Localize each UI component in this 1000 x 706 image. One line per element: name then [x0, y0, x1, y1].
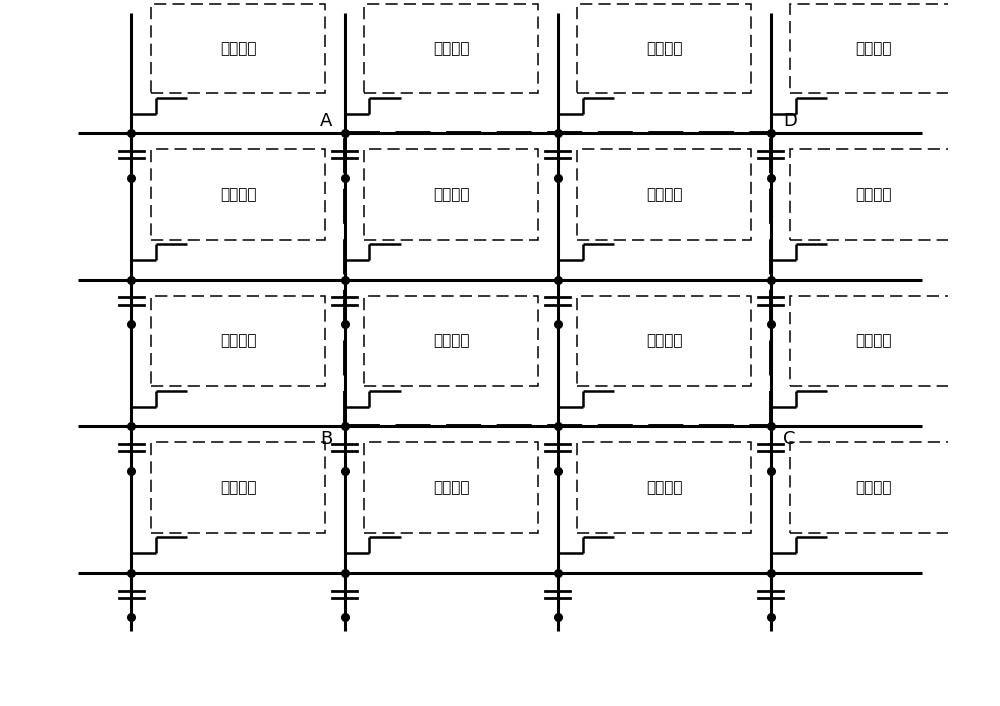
- Text: 像素电极: 像素电极: [646, 480, 683, 495]
- Text: 像素电极: 像素电极: [433, 333, 469, 349]
- Text: 像素电极: 像素电极: [646, 42, 683, 56]
- Text: A: A: [320, 112, 332, 130]
- Text: 像素电极: 像素电极: [220, 187, 256, 202]
- Text: 像素电极: 像素电极: [220, 480, 256, 495]
- Text: 像素电极: 像素电极: [856, 42, 892, 56]
- FancyBboxPatch shape: [577, 149, 751, 240]
- Text: B: B: [320, 430, 332, 448]
- FancyBboxPatch shape: [151, 442, 325, 533]
- FancyBboxPatch shape: [364, 296, 538, 386]
- Text: 像素电极: 像素电极: [433, 42, 469, 56]
- FancyBboxPatch shape: [790, 149, 957, 240]
- FancyBboxPatch shape: [790, 4, 957, 93]
- FancyBboxPatch shape: [364, 4, 538, 93]
- Text: 像素电极: 像素电极: [220, 333, 256, 349]
- Text: 像素电极: 像素电极: [856, 187, 892, 202]
- FancyBboxPatch shape: [577, 296, 751, 386]
- Text: 像素电极: 像素电极: [646, 333, 683, 349]
- Text: 像素电极: 像素电极: [646, 187, 683, 202]
- Text: D: D: [783, 112, 797, 130]
- Text: 像素电极: 像素电极: [220, 42, 256, 56]
- FancyBboxPatch shape: [151, 4, 325, 93]
- FancyBboxPatch shape: [577, 442, 751, 533]
- FancyBboxPatch shape: [151, 149, 325, 240]
- Text: 像素电极: 像素电极: [856, 333, 892, 349]
- Text: 像素电极: 像素电极: [856, 480, 892, 495]
- Text: C: C: [783, 430, 796, 448]
- FancyBboxPatch shape: [577, 4, 751, 93]
- FancyBboxPatch shape: [790, 442, 957, 533]
- Text: 像素电极: 像素电极: [433, 480, 469, 495]
- FancyBboxPatch shape: [790, 296, 957, 386]
- Text: 像素电极: 像素电极: [433, 187, 469, 202]
- FancyBboxPatch shape: [364, 149, 538, 240]
- FancyBboxPatch shape: [364, 442, 538, 533]
- FancyBboxPatch shape: [151, 296, 325, 386]
